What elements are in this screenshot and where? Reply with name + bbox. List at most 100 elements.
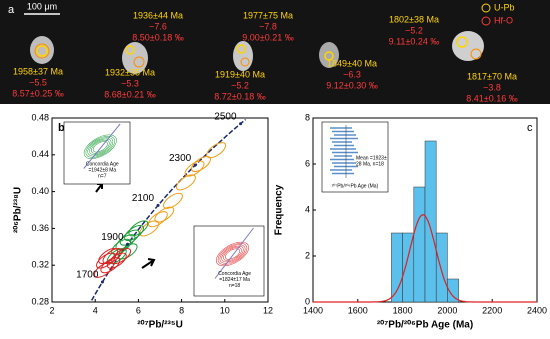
y-tick-label: 0.48 — [31, 112, 49, 122]
histogram-bar — [424, 140, 437, 303]
inset-text: Mean =1923± — [356, 155, 387, 161]
age-label: 1900 — [101, 232, 124, 243]
grain-age: 1932±35 Ma — [105, 67, 155, 77]
panel-label: c — [527, 122, 533, 134]
y-tick-label: 4 — [305, 204, 310, 214]
y-tick-label: 0.36 — [31, 223, 49, 233]
x-tick-label: 2000 — [437, 305, 457, 315]
inset-concordia — [83, 123, 121, 169]
legend-symbol — [481, 3, 491, 13]
grain-ehf: −5.2 — [405, 25, 423, 35]
histogram-bar — [402, 232, 415, 303]
age-marker — [126, 242, 130, 246]
error-ellipse — [184, 160, 205, 177]
legend-symbol — [481, 16, 491, 26]
inset-ellipse — [87, 137, 114, 157]
histogram-bar — [391, 232, 403, 303]
error-ellipse — [175, 174, 196, 191]
error-ellipse — [111, 247, 132, 265]
histogram-bar — [435, 232, 448, 303]
inset-ellipse — [85, 135, 115, 158]
y-tick-label: 8 — [305, 112, 310, 122]
plot-frame — [51, 117, 269, 303]
grain-ehf: −6.3 — [343, 69, 361, 79]
age-marker — [100, 280, 104, 284]
legend-label: Hf-O — [494, 15, 513, 25]
grain-d18o: 8.68±0.21 ‰ — [104, 89, 155, 99]
histogram-bar — [413, 186, 426, 303]
inset-text: n=7 — [98, 173, 107, 179]
panel-label: b — [58, 122, 65, 134]
x-tick-label: 1400 — [303, 305, 323, 315]
error-ellipse — [98, 247, 119, 265]
legend-label: U-Pb — [494, 2, 515, 12]
inset-ellipse — [216, 241, 249, 267]
inset-ellipse — [217, 243, 248, 265]
inset-ellipse — [223, 247, 242, 261]
age-label: 2500 — [214, 111, 237, 122]
spot — [240, 57, 250, 67]
y-tick-label: 0 — [305, 296, 310, 306]
inset-ellipse — [92, 141, 108, 153]
age-label: 2100 — [132, 193, 155, 204]
grain-age: 1817±70 Ma — [467, 71, 517, 81]
concordia-curve — [90, 118, 247, 301]
inset-ellipse — [83, 134, 117, 159]
x-axis-label: ²⁰⁷Pb/²³⁵U — [137, 320, 183, 331]
inset-text: 28 Ma, n=18 — [356, 161, 384, 167]
error-ellipse — [163, 192, 183, 209]
grain — [30, 36, 54, 64]
inset-ellipse — [225, 248, 240, 260]
x-tick-label: 2400 — [527, 305, 547, 315]
grains — [30, 31, 484, 74]
grain — [319, 42, 339, 68]
grain-age: 1977±75 Ma — [243, 10, 293, 20]
grain-ehf: −5.3 — [121, 78, 139, 88]
grain-ehf: −5.5 — [29, 77, 47, 87]
age-marker — [239, 122, 243, 126]
y-tick-label: 6 — [305, 158, 310, 168]
grain-d18o: 9.11±0.24 ‰ — [389, 36, 440, 46]
grain-ehf: −3.8 — [483, 82, 501, 92]
x-tick-label: 8 — [179, 305, 184, 315]
arrow — [95, 183, 103, 193]
grain-age: 1849±40 Ma — [327, 58, 377, 68]
grain-age: 1936±44 Ma — [133, 10, 183, 20]
error-ellipse — [191, 155, 211, 173]
inset — [193, 225, 265, 297]
grain-d18o: 8.72±0.18 ‰ — [214, 91, 265, 101]
inset — [321, 121, 389, 193]
spot — [133, 56, 145, 68]
grain — [233, 41, 253, 71]
grain-d18o: 8.41±0.16 ‰ — [466, 93, 517, 103]
grain-age: 1802±38 Ma — [389, 14, 439, 24]
inset-ellipse — [219, 244, 246, 264]
x-tick-label: 2200 — [482, 305, 502, 315]
inset-ellipse — [89, 138, 112, 155]
grain-age: 1958±37 Ma — [13, 66, 63, 76]
y-tick-label: 0.28 — [31, 296, 49, 306]
panel-label: a — [8, 4, 15, 16]
spot — [324, 51, 334, 61]
grain-d18o: 9.00±0.21 ‰ — [242, 32, 293, 42]
scale-label: 100 μm — [27, 1, 57, 11]
x-axis-label: ²⁰⁷Pb/²⁰⁶Pb Age (Ma) — [377, 320, 473, 331]
arrow — [141, 258, 156, 269]
inset-text: Concordia Age — [218, 271, 251, 277]
x-tick-label: 10 — [220, 305, 230, 315]
x-tick-label: 6 — [136, 305, 141, 315]
error-ellipse — [100, 257, 121, 274]
spot — [236, 44, 246, 54]
inset-ellipse — [91, 139, 110, 154]
spot — [36, 45, 48, 57]
y-tick-label: 0.44 — [31, 149, 49, 159]
grain-ehf: −5.2 — [231, 80, 249, 90]
grain-d18o: 8.57±0.25 ‰ — [12, 88, 63, 98]
age-marker — [156, 203, 160, 207]
grain — [452, 31, 484, 61]
grain-d18o: 8.50±0.18 ‰ — [132, 32, 183, 42]
spot — [125, 45, 135, 55]
spot — [456, 36, 468, 48]
inset-text: ²⁰⁷Pb/²⁰⁶Pb Age (Ma) — [332, 183, 379, 189]
